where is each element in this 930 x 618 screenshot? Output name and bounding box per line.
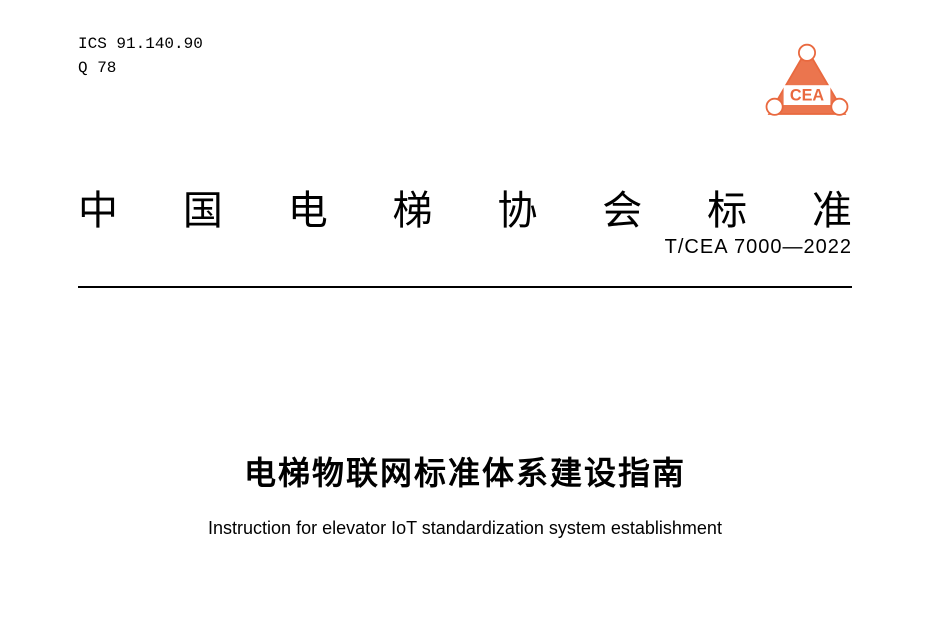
q-code: Q 78 (78, 56, 203, 80)
org-char: 中 (78, 178, 118, 236)
ics-code: ICS 91.140.90 (78, 32, 203, 56)
standard-code: T/CEA 7000—2022 (665, 236, 852, 259)
org-char: 电 (288, 178, 328, 236)
logo-text: CEA (790, 87, 824, 105)
org-char: 梯 (393, 178, 433, 236)
horizontal-divider (78, 286, 852, 288)
header-codes: ICS 91.140.90 Q 78 (78, 32, 203, 80)
org-char: 标 (707, 178, 747, 236)
organization-title: 中 国 电 梯 协 会 标 准 (78, 178, 852, 236)
org-char: 准 (812, 178, 852, 236)
org-char: 国 (183, 178, 223, 236)
main-title-chinese: 电梯物联网标准体系建设指南 (0, 448, 930, 494)
org-char: 协 (497, 178, 537, 236)
org-char: 会 (602, 178, 642, 236)
main-title-english: Instruction for elevator IoT standardiza… (0, 518, 930, 539)
cea-logo: CEA (762, 42, 852, 137)
